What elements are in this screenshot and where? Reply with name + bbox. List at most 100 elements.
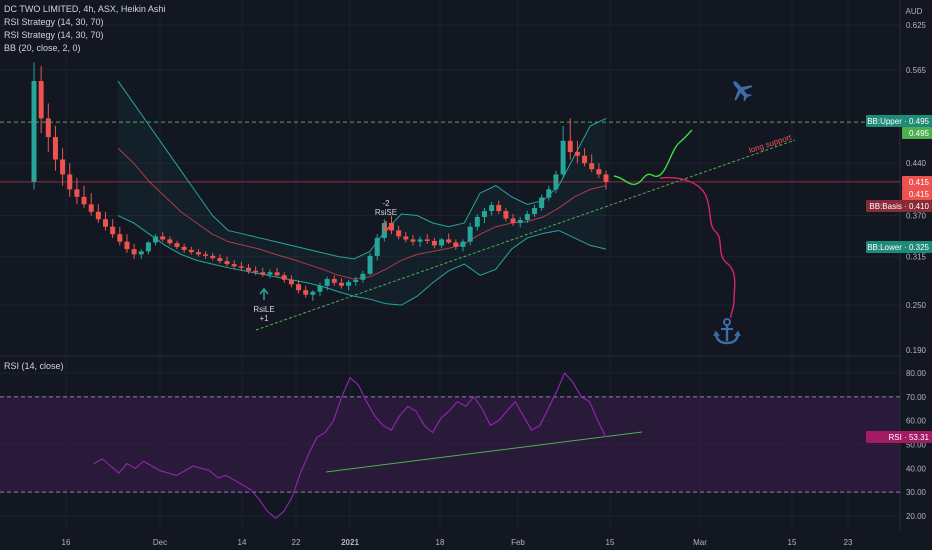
candle-down — [45, 118, 51, 138]
entry-signal-label: RsiLE — [253, 305, 274, 314]
candle-down — [224, 261, 230, 265]
price-badges: BB:Upper · 0.495 0.495 0.415 0.415 BB:Basis … — [866, 115, 932, 443]
candle-down — [274, 272, 280, 276]
candle-up — [346, 282, 352, 286]
candle-down — [74, 189, 80, 197]
candle-down — [217, 258, 223, 262]
time-tick-label: 18 — [436, 538, 445, 547]
user-drawings — [0, 121, 900, 493]
candle-down — [403, 236, 409, 240]
bb-basis-badge-bg — [866, 200, 932, 212]
price-tick-label: 0.565 — [906, 66, 927, 75]
candle-up — [524, 214, 530, 220]
candle-up — [353, 279, 359, 283]
candle-up — [417, 239, 423, 242]
candle-down — [188, 249, 194, 253]
candle-down — [567, 140, 573, 153]
exit-signal-qty: -2 — [382, 199, 390, 208]
time-tick-label: 23 — [844, 538, 853, 547]
candle-up — [145, 242, 151, 252]
rsi-tick-label: 80.00 — [906, 369, 927, 378]
candle-down — [582, 155, 588, 164]
price-tick-label: 0.190 — [906, 346, 927, 355]
candle-down — [603, 174, 609, 182]
currency-label: AUD — [906, 7, 923, 16]
candle-down — [510, 218, 516, 223]
exit-signal-arrow — [381, 221, 391, 233]
candle-up — [381, 222, 387, 238]
bullish-projection-path — [613, 129, 693, 186]
bb-upper-badge-bg — [866, 115, 932, 127]
candle-up — [374, 237, 380, 256]
bb-fill — [118, 81, 606, 306]
candle-down — [496, 205, 502, 212]
candle-down — [389, 222, 394, 231]
time-tick-label: Feb — [511, 538, 525, 547]
last-price-badge-2-text: 0.415 — [909, 190, 930, 199]
indicator-legend-rsi-strategy-2[interactable]: RSI Strategy (14, 30, 70) — [4, 30, 104, 40]
bearish-projection-path — [659, 176, 736, 319]
long-support-label: long support — [748, 132, 793, 154]
candlestick-series — [31, 62, 609, 301]
candle-down — [60, 159, 66, 175]
candle-down — [338, 282, 344, 286]
candle-up — [532, 208, 537, 215]
candle-down — [446, 239, 452, 243]
candle-down — [38, 81, 44, 119]
candle-down — [195, 252, 201, 255]
candle-up — [317, 285, 323, 292]
candle-down — [410, 239, 416, 242]
candle-down — [52, 137, 58, 160]
candle-down — [503, 211, 509, 219]
candle-up — [474, 217, 480, 227]
resistance-badge-bg — [902, 127, 932, 139]
rsi-badge-text: RSI · 53.31 — [889, 433, 930, 442]
candle-up — [439, 239, 445, 246]
bollinger-bands — [117, 80, 607, 306]
candle-up — [360, 273, 366, 280]
price-tick-label: 0.315 — [906, 253, 927, 262]
indicator-legend-rsi-strategy-1[interactable]: RSI Strategy (14, 30, 70) — [4, 17, 104, 27]
candle-down — [131, 249, 137, 255]
rsi-pane-legend[interactable]: RSI (14, close) — [4, 361, 64, 371]
candle-down — [88, 204, 94, 212]
candle-down — [260, 272, 266, 275]
candle-down — [203, 254, 209, 256]
candle-up — [560, 140, 566, 175]
candle-down — [303, 290, 309, 295]
candle-down — [181, 246, 187, 250]
candle-up — [153, 236, 159, 243]
candle-down — [124, 241, 130, 250]
candle-down — [296, 284, 302, 291]
rsi-overbought-oversold-zone — [0, 396, 900, 493]
resistance-badge-text: 0.495 — [909, 129, 930, 138]
candle-down — [246, 267, 251, 271]
candle-down — [589, 163, 595, 170]
rsi-badge-bg — [866, 431, 932, 443]
rsi-line — [93, 371, 607, 520]
rsi-tick-label: 30.00 — [906, 488, 927, 497]
candle-down — [231, 264, 237, 267]
bb-lower-badge-bg — [866, 241, 932, 253]
candle-down — [453, 242, 459, 247]
main-series-legend[interactable]: DC TWO LIMITED, 4h, ASX, Heikin Ashi — [4, 4, 166, 14]
time-tick-label: 15 — [788, 538, 797, 547]
time-tick-label: 15 — [606, 538, 615, 547]
bb-upper-badge-text: BB:Upper · 0.495 — [867, 117, 929, 126]
rsi-tick-label: 20.00 — [906, 512, 927, 521]
candle-up — [489, 205, 495, 212]
candle-up — [324, 279, 330, 286]
price-tick-label: 0.440 — [906, 159, 927, 168]
candle-up — [367, 255, 373, 274]
candle-down — [174, 243, 180, 247]
indicator-legend-bollinger[interactable]: BB (20, close, 2, 0) — [4, 43, 81, 53]
candle-up — [517, 220, 523, 223]
candle-down — [288, 279, 294, 285]
price-tick-label: 0.250 — [906, 301, 927, 310]
time-axis[interactable]: 16 Dec 14 22 2021 18 Feb 15 Mar 15 23 — [62, 538, 853, 547]
candle-up — [467, 226, 473, 242]
candle-down — [424, 239, 430, 241]
candle-down — [103, 219, 108, 227]
price-axis[interactable]: 0.625 0.565 0.440 0.370 0.315 0.250 0.190 80.00… — [906, 21, 927, 521]
